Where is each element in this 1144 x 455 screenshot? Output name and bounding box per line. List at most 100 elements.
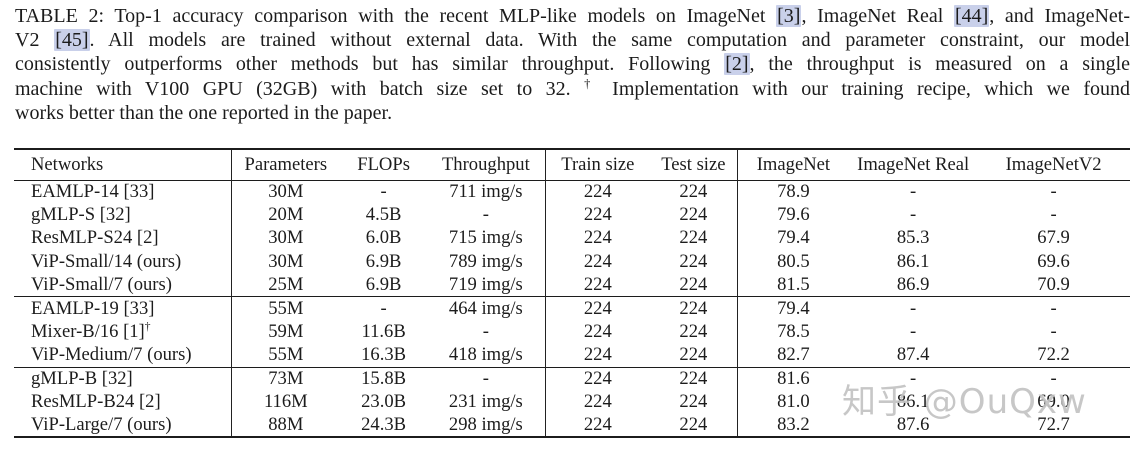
- citation-link[interactable]: [2]: [724, 53, 750, 76]
- column-header: FLOPs: [357, 153, 410, 175]
- table-cell: 224: [583, 274, 612, 295]
- table-cell: -: [1050, 180, 1057, 202]
- table-cell: 16.3B: [361, 344, 407, 366]
- table-cell: 78.5: [777, 321, 810, 343]
- table-cell: 82.7: [777, 344, 810, 366]
- table-row: EAMLP-19 [33] 55M - 464 img/s 224 224 79.4 - -: [14, 296, 1130, 321]
- table-cell: 20M: [268, 204, 304, 226]
- table-cell: 224: [583, 321, 612, 343]
- table-cell: 87.6: [896, 414, 930, 436]
- table-cell: -: [427, 203, 546, 227]
- table-cell: 224: [583, 391, 612, 413]
- header-row: Networks Parameters FLOPs Throughput Train s…: [14, 149, 1130, 180]
- caption-text: Implementation with our training recipe,…: [598, 77, 1130, 100]
- column-header: Parameters: [244, 153, 328, 175]
- table-row: ViP-Medium/7 (ours) 55M 16.3B 418 img/s 224 2…: [14, 343, 1130, 368]
- citation-link[interactable]: [44]: [953, 5, 990, 27]
- row-group: EAMLP-14 [33] 30M -711 img/s 224 224 78.9- - gM…: [14, 180, 1130, 297]
- table-cell: 70.9: [1037, 274, 1070, 295]
- table-row: ResMLP-B24 [2] 116M 23.0B 231 img/s 224 224 81…: [14, 390, 1130, 414]
- table-row: gMLP-B [32] 73M 15.8B -224 224 81.6- -: [14, 367, 1130, 391]
- caption-text: . All models are trained without externa…: [89, 29, 1130, 52]
- table-cell: 298 img/s: [427, 413, 546, 438]
- table-cell: 80.5: [777, 250, 810, 272]
- table-cell: -: [380, 180, 387, 202]
- table-cell: 69.6: [1037, 250, 1070, 272]
- table-cell: -: [1050, 368, 1057, 390]
- citation-link[interactable]: [45]: [54, 29, 90, 52]
- caption-text: , the throughput is measured on a single: [749, 53, 1130, 76]
- table-row: ViP-Small/14 (ours) 30M 6.9B 789 img/s 224 22…: [14, 250, 1130, 274]
- table-cell: 81.0: [777, 391, 810, 413]
- network-name-cell: gMLP-B [32]: [14, 367, 232, 391]
- column-header: Test size: [650, 149, 738, 180]
- table-cell: 55M: [268, 344, 304, 366]
- zhihu-watermark: 知乎 @OuQxw: [842, 382, 1087, 422]
- table-cell: 79.4: [777, 297, 810, 319]
- table-cell: 224: [650, 250, 738, 274]
- caption-line: V2 [45]. All models are trained without …: [15, 28, 1130, 52]
- table-cell: 224: [650, 226, 738, 251]
- row-group: gMLP-B [32] 73M 15.8B -224 224 81.6- - ResMLP-B…: [14, 367, 1130, 438]
- caption-line: works better than the one reported in th…: [15, 101, 1130, 125]
- network-name-cell: ResMLP-S24 [2]: [14, 226, 232, 251]
- table-cell: 83.2: [777, 414, 810, 436]
- network-name-cell: gMLP-S [32]: [14, 203, 232, 227]
- table-cell: 224: [583, 250, 612, 272]
- table-row: ViP-Small/7 (ours) 25M 6.9B 719 img/s 224 224…: [14, 273, 1130, 297]
- table-cell: 224: [583, 344, 612, 366]
- network-name-cell: ResMLP-B24 [2]: [14, 390, 232, 414]
- table-cell: 85.3: [896, 227, 930, 249]
- table-cell: 224: [650, 320, 738, 344]
- table-cell: 86.1: [896, 391, 930, 413]
- results-table: Networks Parameters FLOPs Throughput Train s…: [14, 148, 1130, 438]
- table-cell: 81.5: [777, 274, 810, 295]
- table-cell: 418 img/s: [427, 343, 546, 368]
- citation-link[interactable]: [3]: [776, 5, 802, 27]
- table-cell: 224: [650, 273, 738, 297]
- caption-text: , ImageNet Real: [801, 5, 954, 27]
- table-cell: 224: [583, 227, 612, 249]
- table-cell: -: [910, 321, 917, 343]
- results-table-wrap: Networks Parameters FLOPs Throughput Train s…: [14, 148, 1130, 438]
- table-cell: 24.3B: [361, 414, 407, 436]
- table-cell: 6.9B: [365, 250, 402, 272]
- table-cell: 715 img/s: [427, 226, 546, 251]
- table-cell: 55M: [268, 297, 304, 319]
- table-cell: 87.4: [896, 344, 930, 366]
- table-cell: -: [1050, 321, 1057, 343]
- table-cell: 79.4: [777, 227, 810, 249]
- table-cell: 224: [650, 343, 738, 368]
- table-cell: 789 img/s: [427, 250, 546, 274]
- table-cell: 25M: [268, 274, 304, 295]
- table-cell: 224: [650, 413, 738, 438]
- column-header: Networks: [14, 149, 232, 180]
- table-cell: 23.0B: [361, 391, 407, 413]
- table-cell: 224: [650, 390, 738, 414]
- table-cell: 78.9: [777, 180, 810, 202]
- table-cell: 30M: [268, 180, 304, 202]
- caption-line: TABLE 2: Top-1 accuracy comparison with …: [15, 4, 1130, 28]
- table-cell: -: [910, 204, 917, 226]
- table-cell: 6.0B: [365, 227, 402, 249]
- table-cell: -: [380, 297, 387, 319]
- table-cell: 224: [650, 296, 738, 321]
- network-name-cell: ViP-Large/7 (ours): [14, 413, 232, 438]
- table-cell: -: [910, 180, 917, 202]
- table-cell: 224: [583, 180, 612, 202]
- table-row: ViP-Large/7 (ours) 88M 24.3B 298 img/s 224 22…: [14, 413, 1130, 438]
- table-cell: 116M: [263, 391, 308, 413]
- table-cell: 224: [583, 297, 612, 319]
- row-group: EAMLP-19 [33] 55M -464 img/s 224 224 79.4- - Mi…: [14, 296, 1130, 368]
- column-header: ImageNet: [756, 153, 831, 175]
- table-cell: 79.6: [777, 204, 810, 226]
- table-row: ResMLP-S24 [2] 30M 6.0B 715 img/s 224 224 79.4…: [14, 226, 1130, 251]
- table-cell: 30M: [268, 250, 304, 272]
- table-cell: 69.0: [1037, 391, 1070, 413]
- table-cell: 224: [650, 367, 738, 391]
- network-name-cell: ViP-Small/7 (ours): [14, 273, 232, 297]
- table-cell: 59M: [268, 321, 304, 343]
- caption-text: works better than the one reported in th…: [15, 101, 393, 124]
- table-caption: TABLE 2: Top-1 accuracy comparison with …: [15, 4, 1130, 125]
- table-cell: 72.2: [1037, 344, 1070, 366]
